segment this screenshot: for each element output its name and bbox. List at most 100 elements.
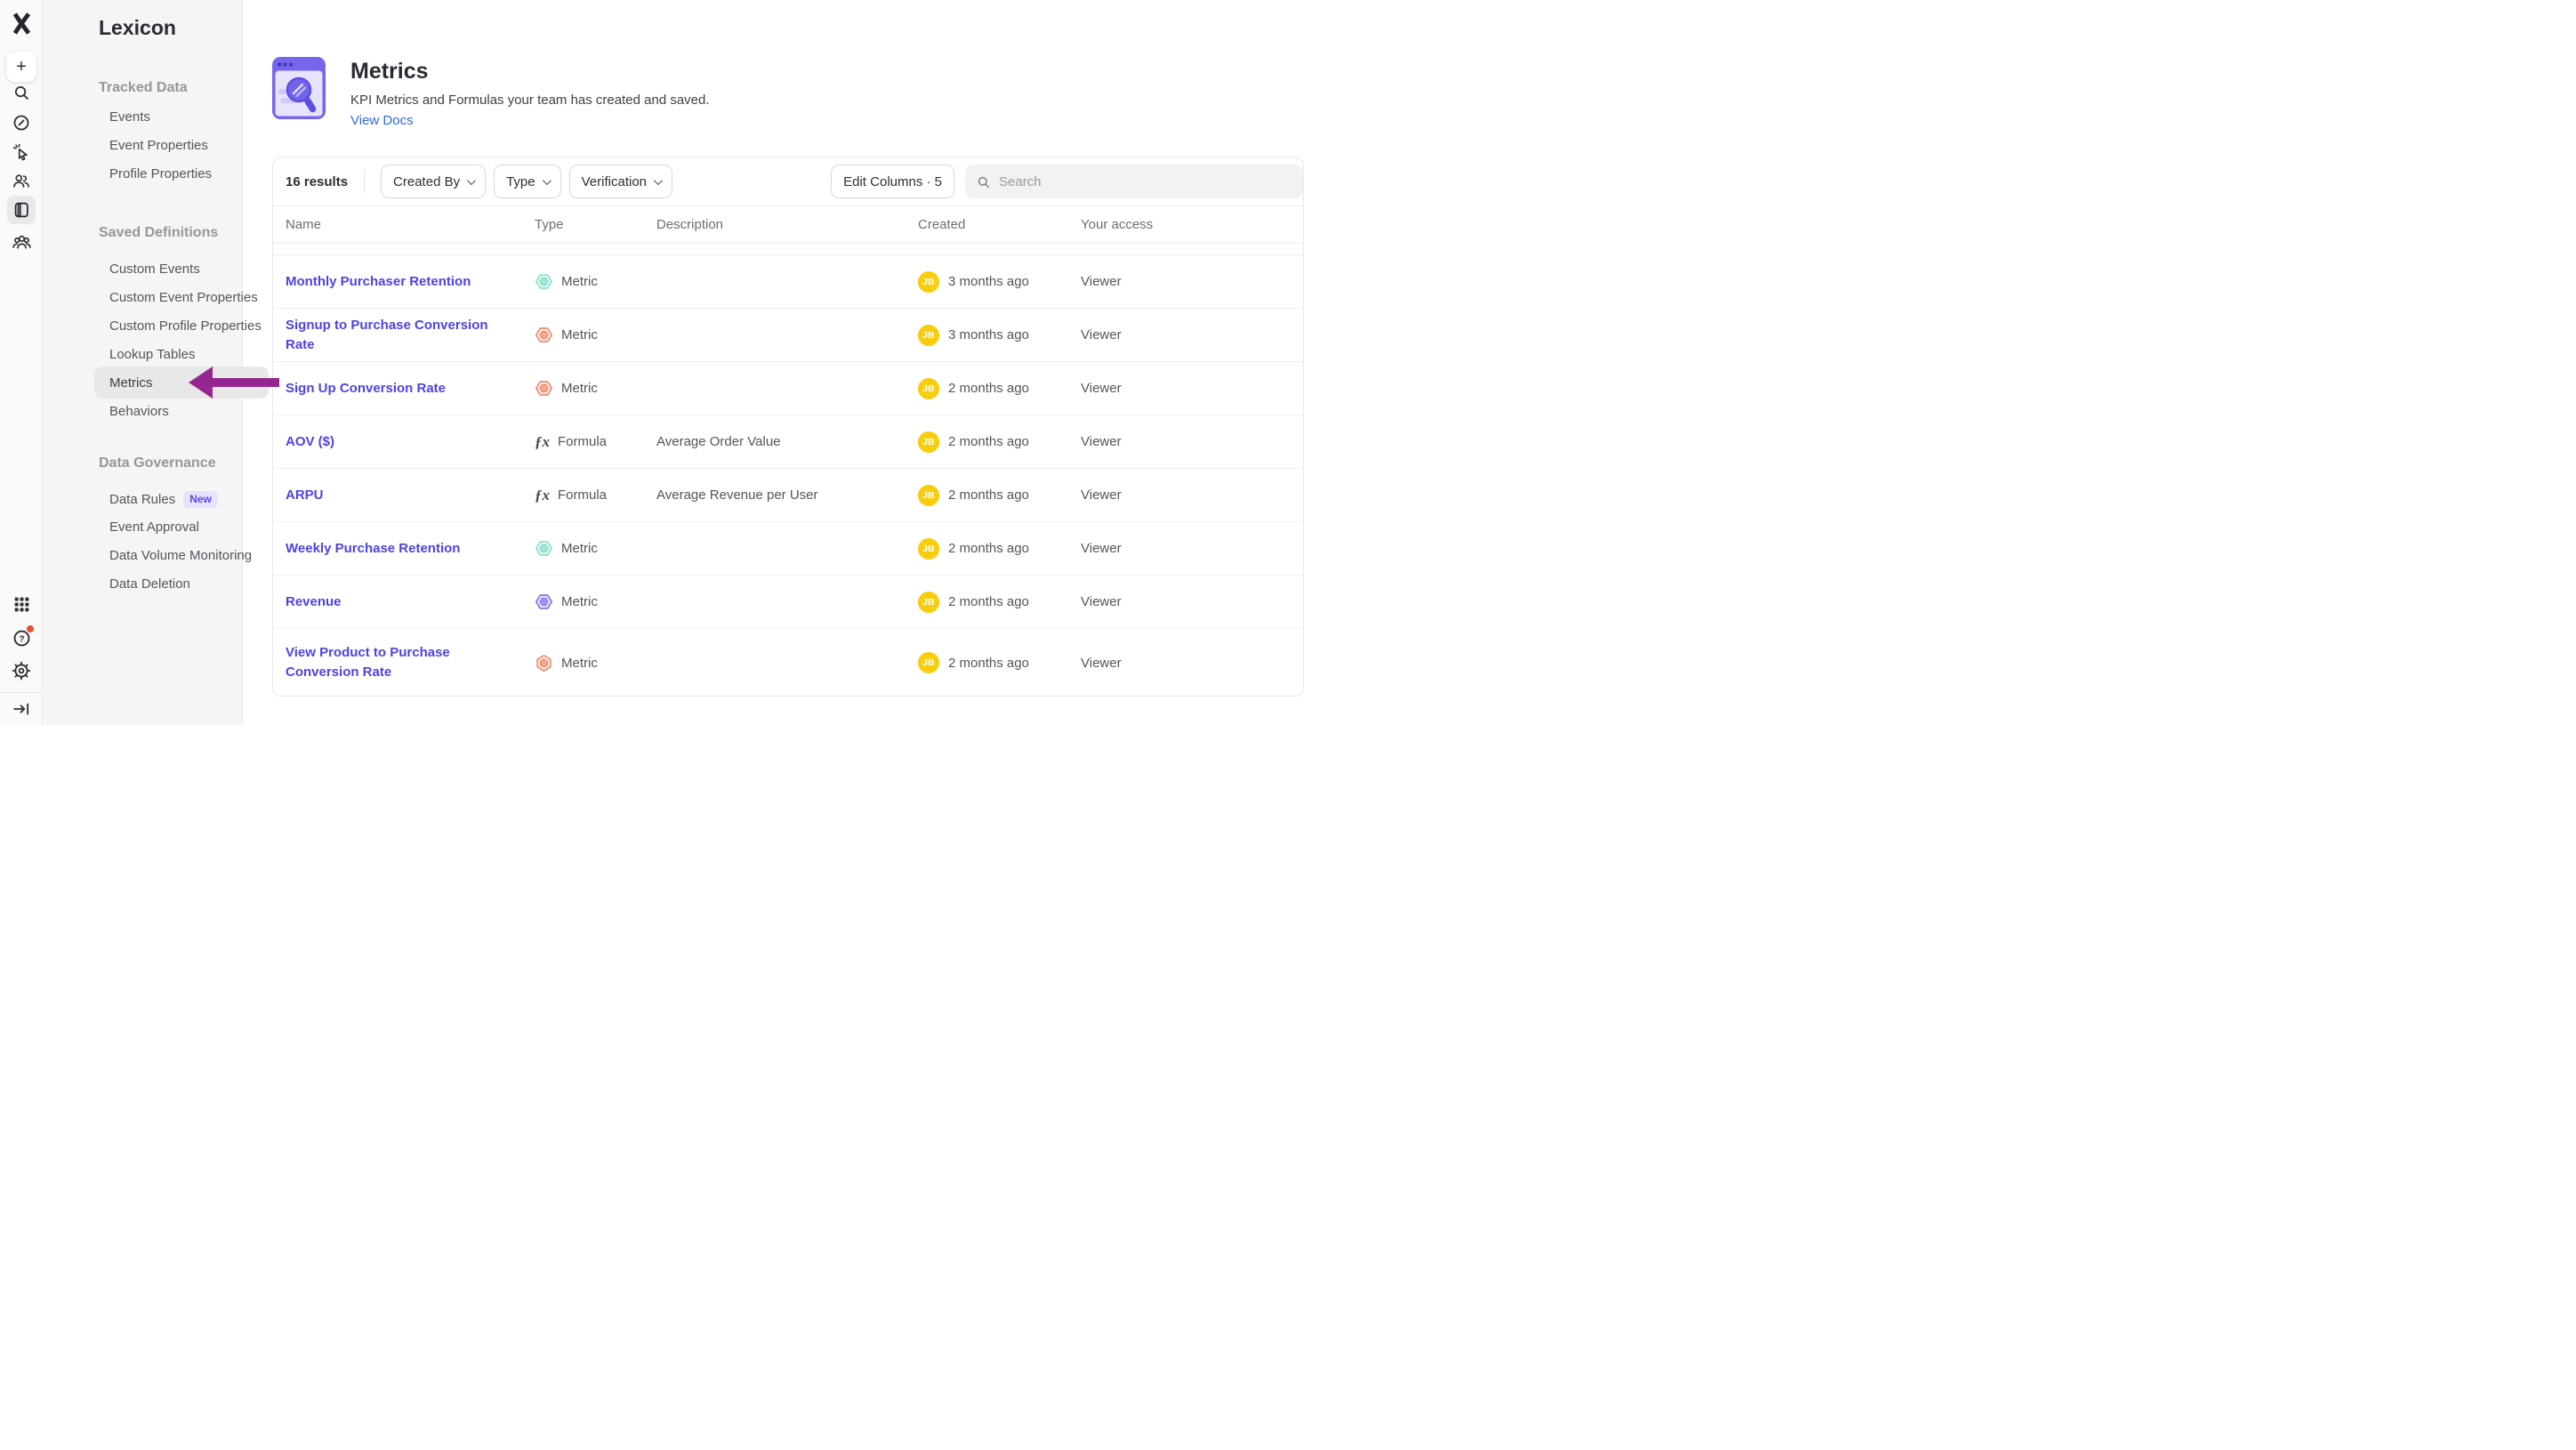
access-cell: Viewer (1081, 274, 1122, 289)
column-header-name[interactable]: Name (286, 217, 322, 232)
metric-name-link[interactable]: Weekly Purchase Retention (286, 540, 461, 556)
search-input[interactable] (999, 173, 1266, 189)
created-cell: JB 2 months ago (918, 484, 1081, 506)
type-cell: ƒx Metric (535, 654, 656, 673)
mixpanel-logo-icon[interactable] (11, 11, 32, 36)
type-cell: ƒx Metric (535, 272, 656, 291)
table-header-row: Name Type Description Created Your acces… (273, 206, 1303, 244)
sidebar-item-lookup-tables[interactable]: Lookup Tables (109, 346, 196, 362)
column-header-type[interactable]: Type (535, 217, 564, 232)
sidebar-item-data-deletion[interactable]: Data Deletion (109, 576, 190, 592)
page-title: Metrics (350, 59, 429, 84)
metric-hexagon-icon (535, 541, 553, 556)
view-docs-link[interactable]: View Docs (350, 113, 414, 128)
search-box[interactable] (965, 165, 1303, 198)
metric-name-link[interactable]: View Product to Purchase Conversion Rate (286, 645, 450, 680)
filter-type[interactable]: Type (494, 165, 561, 198)
created-time: 2 months ago (948, 541, 1029, 556)
table-row[interactable]: Revenue ƒx Metric JB 2 months ago Viewer (273, 576, 1303, 629)
sidebar-item-profile-properties[interactable]: Profile Properties (109, 165, 213, 181)
users-icon[interactable] (11, 170, 32, 191)
plus-button[interactable]: + (6, 52, 36, 82)
created-cell: JB 2 months ago (918, 537, 1081, 560)
annotation-arrow-shaft (212, 378, 279, 387)
sidebar-item-custom-profile-properties[interactable]: Custom Profile Properties (109, 318, 262, 334)
access-cell: Viewer (1081, 487, 1122, 503)
type-label: Metric (561, 274, 598, 289)
cursor-click-icon[interactable] (11, 141, 32, 163)
column-header-created[interactable]: Created (918, 217, 966, 232)
filter-verification[interactable]: Verification (568, 165, 672, 198)
table-row[interactable]: AOV ($) ƒx Formula Average Order Value J… (273, 415, 1303, 469)
sidebar-item-data-rules[interactable]: Data Rules New (109, 485, 218, 513)
sidebar-item-metrics[interactable]: Metrics (109, 375, 153, 391)
edit-columns-button[interactable]: Edit Columns · 5 (831, 165, 954, 198)
access-cell: Viewer (1081, 327, 1122, 342)
sidebar-item-behaviors[interactable]: Behaviors (109, 403, 169, 419)
search-icon[interactable] (11, 82, 32, 103)
rail-divider (0, 692, 43, 693)
chevron-down-icon (653, 175, 663, 185)
new-badge: New (183, 490, 218, 508)
metric-name-link[interactable]: Revenue (286, 593, 342, 609)
table-row[interactable]: Monthly Purchaser Retention ƒx Metric JB… (273, 255, 1303, 309)
section-data-governance: Data Governance (99, 455, 216, 471)
sidebar-item-custom-events[interactable]: Custom Events (109, 261, 200, 277)
cohorts-users-icon[interactable] (11, 230, 32, 252)
column-header-description[interactable]: Description (656, 217, 724, 232)
avatar: JB (918, 270, 939, 293)
created-cell: JB 2 months ago (918, 591, 1081, 613)
access-cell: Viewer (1081, 381, 1122, 396)
filter-created-by-label: Created By (393, 173, 461, 189)
column-header-access[interactable]: Your access (1081, 217, 1154, 232)
sign-out-icon[interactable] (11, 698, 32, 720)
avatar: JB (918, 591, 939, 613)
toolbar-right-group: Edit Columns · 5 (831, 165, 1303, 198)
created-time: 3 months ago (948, 327, 1029, 342)
table-row[interactable]: View Product to Purchase Conversion Rate… (273, 629, 1303, 697)
lexicon-book-icon[interactable] (11, 199, 32, 221)
metric-name-link[interactable]: ARPU (286, 487, 324, 503)
sidebar-item-events[interactable]: Events (109, 109, 150, 125)
access-cell: Viewer (1081, 594, 1122, 609)
toolbar-divider (364, 170, 366, 193)
avatar: JB (918, 537, 939, 560)
metric-name-link[interactable]: Monthly Purchaser Retention (286, 273, 471, 289)
gear-icon[interactable] (11, 660, 32, 681)
metric-name-link[interactable]: Signup to Purchase Conversion Rate (286, 317, 488, 352)
sidebar-item-event-properties[interactable]: Event Properties (109, 137, 208, 153)
created-cell: JB 2 months ago (918, 377, 1081, 399)
main-content: Metrics KPI Metrics and Formulas your te… (243, 0, 1304, 725)
type-cell: ƒx Metric (535, 592, 656, 611)
data-rules-label: Data Rules (109, 491, 176, 507)
apps-grid-icon[interactable] (11, 593, 32, 615)
metric-name-link[interactable]: Sign Up Conversion Rate (286, 380, 447, 396)
table-row[interactable]: Weekly Purchase Retention ƒx Metric JB 2… (273, 522, 1303, 576)
filter-created-by[interactable]: Created By (381, 165, 487, 198)
access-cell: Viewer (1081, 655, 1122, 671)
sidebar-title: Lexicon (99, 16, 176, 39)
type-label: Formula (558, 434, 608, 449)
created-cell: JB 3 months ago (918, 270, 1081, 293)
created-cell: JB 2 months ago (918, 652, 1081, 673)
table-row[interactable]: Signup to Purchase Conversion Rate ƒx Me… (273, 309, 1303, 362)
formula-icon: ƒx (535, 486, 550, 503)
filter-verification-label: Verification (581, 173, 647, 189)
type-label: Metric (561, 594, 598, 609)
description-cell: Average Revenue per User (656, 487, 818, 503)
search-icon (978, 176, 989, 188)
help-icon[interactable]: ? (11, 624, 35, 648)
avatar: JB (918, 484, 939, 506)
created-cell: JB 3 months ago (918, 324, 1081, 346)
sidebar-item-event-approval[interactable]: Event Approval (109, 519, 199, 535)
created-time: 2 months ago (948, 434, 1029, 449)
metric-name-link[interactable]: AOV ($) (286, 433, 335, 449)
sidebar-item-custom-event-properties[interactable]: Custom Event Properties (109, 289, 258, 305)
sidebar-item-data-volume-monitoring[interactable]: Data Volume Monitoring (109, 547, 253, 563)
table-row[interactable]: Sign Up Conversion Rate ƒx Metric JB 2 m… (273, 362, 1303, 415)
compass-icon[interactable] (11, 112, 32, 133)
table-row[interactable]: ARPU ƒx Formula Average Revenue per User… (273, 469, 1303, 522)
question-glyph: ? (19, 634, 24, 644)
access-cell: Viewer (1081, 541, 1122, 556)
scrolled-row-remainder (273, 244, 1303, 255)
